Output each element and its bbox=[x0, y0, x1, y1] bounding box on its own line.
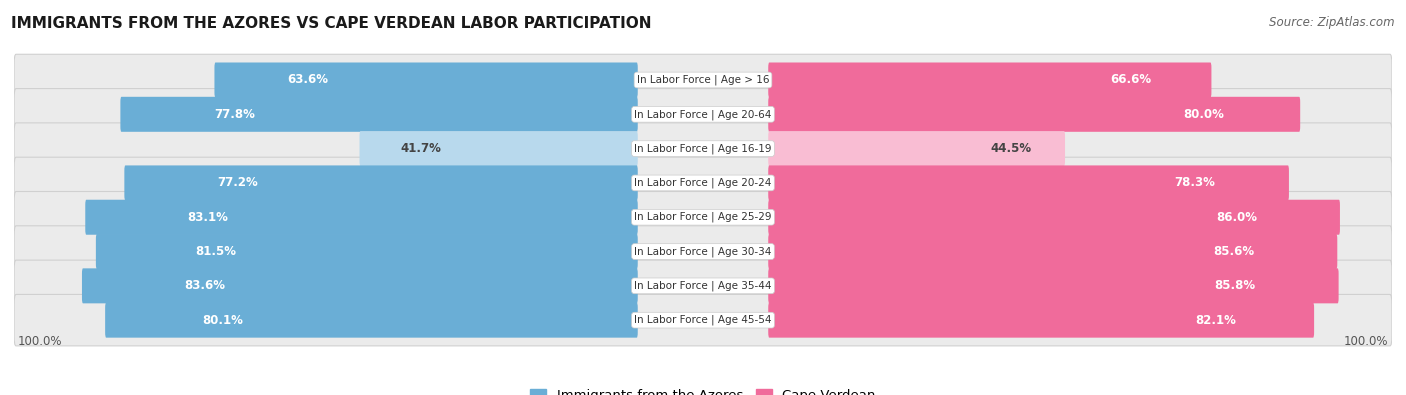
Text: 85.8%: 85.8% bbox=[1215, 279, 1256, 292]
Text: In Labor Force | Age 45-54: In Labor Force | Age 45-54 bbox=[634, 315, 772, 325]
Text: 78.3%: 78.3% bbox=[1174, 177, 1215, 190]
FancyBboxPatch shape bbox=[86, 200, 638, 235]
Text: In Labor Force | Age 25-29: In Labor Force | Age 25-29 bbox=[634, 212, 772, 222]
Text: 77.8%: 77.8% bbox=[214, 108, 256, 121]
FancyBboxPatch shape bbox=[14, 260, 1392, 312]
FancyBboxPatch shape bbox=[768, 131, 1064, 166]
Legend: Immigrants from the Azores, Cape Verdean: Immigrants from the Azores, Cape Verdean bbox=[524, 384, 882, 395]
FancyBboxPatch shape bbox=[768, 97, 1301, 132]
Text: 83.1%: 83.1% bbox=[187, 211, 228, 224]
Text: 100.0%: 100.0% bbox=[1344, 335, 1389, 348]
Text: 82.1%: 82.1% bbox=[1195, 314, 1236, 327]
Text: 80.0%: 80.0% bbox=[1184, 108, 1225, 121]
Text: IMMIGRANTS FROM THE AZORES VS CAPE VERDEAN LABOR PARTICIPATION: IMMIGRANTS FROM THE AZORES VS CAPE VERDE… bbox=[11, 16, 652, 31]
Text: 81.5%: 81.5% bbox=[195, 245, 236, 258]
FancyBboxPatch shape bbox=[14, 226, 1392, 277]
FancyBboxPatch shape bbox=[14, 192, 1392, 243]
Text: In Labor Force | Age 30-34: In Labor Force | Age 30-34 bbox=[634, 246, 772, 257]
FancyBboxPatch shape bbox=[14, 157, 1392, 209]
FancyBboxPatch shape bbox=[14, 294, 1392, 346]
FancyBboxPatch shape bbox=[14, 54, 1392, 106]
Text: 44.5%: 44.5% bbox=[990, 142, 1032, 155]
FancyBboxPatch shape bbox=[768, 303, 1315, 338]
Text: In Labor Force | Age 16-19: In Labor Force | Age 16-19 bbox=[634, 143, 772, 154]
Text: Source: ZipAtlas.com: Source: ZipAtlas.com bbox=[1270, 16, 1395, 29]
Text: In Labor Force | Age 20-64: In Labor Force | Age 20-64 bbox=[634, 109, 772, 120]
FancyBboxPatch shape bbox=[215, 62, 638, 98]
FancyBboxPatch shape bbox=[768, 234, 1337, 269]
Text: In Labor Force | Age 35-44: In Labor Force | Age 35-44 bbox=[634, 280, 772, 291]
FancyBboxPatch shape bbox=[124, 166, 638, 200]
FancyBboxPatch shape bbox=[105, 303, 638, 338]
Text: In Labor Force | Age > 16: In Labor Force | Age > 16 bbox=[637, 75, 769, 85]
FancyBboxPatch shape bbox=[14, 123, 1392, 174]
FancyBboxPatch shape bbox=[121, 97, 638, 132]
FancyBboxPatch shape bbox=[96, 234, 638, 269]
FancyBboxPatch shape bbox=[14, 88, 1392, 140]
FancyBboxPatch shape bbox=[360, 131, 638, 166]
Text: 80.1%: 80.1% bbox=[202, 314, 243, 327]
FancyBboxPatch shape bbox=[82, 268, 638, 303]
FancyBboxPatch shape bbox=[768, 166, 1289, 200]
Text: 85.6%: 85.6% bbox=[1213, 245, 1254, 258]
FancyBboxPatch shape bbox=[768, 268, 1339, 303]
Text: 100.0%: 100.0% bbox=[17, 335, 62, 348]
Text: 66.6%: 66.6% bbox=[1111, 73, 1152, 87]
Text: 77.2%: 77.2% bbox=[218, 177, 259, 190]
Text: 86.0%: 86.0% bbox=[1216, 211, 1257, 224]
FancyBboxPatch shape bbox=[768, 62, 1212, 98]
Text: 83.6%: 83.6% bbox=[184, 279, 225, 292]
FancyBboxPatch shape bbox=[768, 200, 1340, 235]
Text: In Labor Force | Age 20-24: In Labor Force | Age 20-24 bbox=[634, 178, 772, 188]
Text: 41.7%: 41.7% bbox=[401, 142, 441, 155]
Text: 63.6%: 63.6% bbox=[288, 73, 329, 87]
